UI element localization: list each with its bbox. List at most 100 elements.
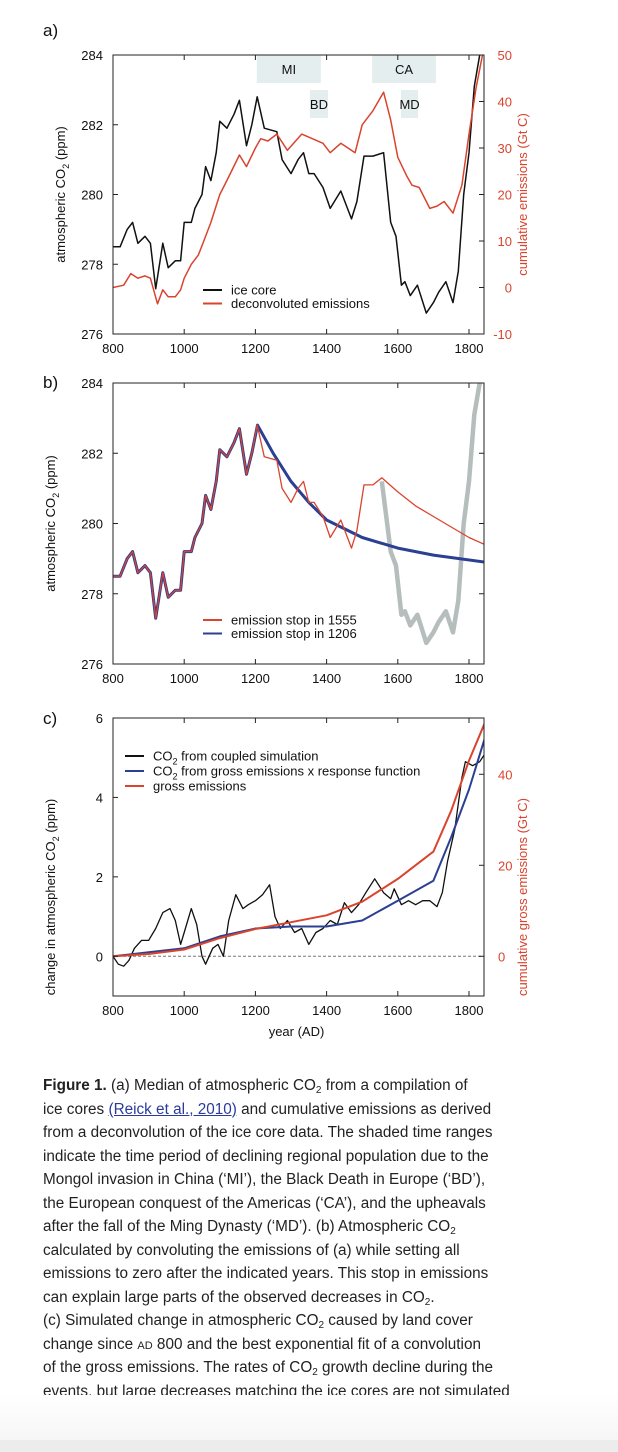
shaded-range-label: MI (282, 62, 296, 77)
caption-line: change since AD 800 and the best exponen… (43, 1333, 603, 1357)
caption-line: emissions to zero after the indicated ye… (43, 1262, 603, 1286)
caption-text: calculated by convoluting the emissions … (43, 1241, 460, 1259)
legend-label: emission stop in 1555 (231, 613, 357, 628)
chart-panel-c: c) 800 1000 1200 1400 1600 1800 0 2 4 6 0 20 40 cumula… (43, 709, 530, 1039)
y-axis-label: atmospheric CO2 (ppm) (43, 455, 61, 592)
y-tick-label: 280 (81, 188, 103, 203)
caption-text: can explain large parts of the observed … (43, 1288, 425, 1306)
chart-panel-b: b) 800 1000 1200 1400 1600 1800 276 278 280 282 284… (43, 373, 485, 686)
shaded-range-label: MD (399, 97, 419, 112)
y-right-tick-label: 20 (498, 188, 512, 203)
caption-text: 2 (312, 1367, 318, 1378)
series-line-emission-stop-in-1555 (113, 424, 484, 619)
caption-text: 800 and the best exponential fit of a co… (152, 1335, 481, 1353)
series-group (113, 383, 484, 646)
caption-text: growth decline during the (317, 1359, 493, 1376)
y-tick-label: 2 (96, 870, 103, 885)
caption-text: AD (137, 1339, 153, 1352)
y-right-tick-label: 50 (498, 48, 512, 63)
x-tick-label: 1400 (312, 1003, 341, 1018)
shaded-range-ca (372, 55, 436, 83)
y-tick-label: 276 (81, 657, 103, 672)
y-right-tick-label: 20 (498, 858, 512, 873)
x-tick-label: 1000 (170, 341, 199, 356)
caption-text: . (430, 1288, 435, 1306)
figure-caption: Figure 1. (a) Median of atmospheric CO2 … (43, 1074, 603, 1403)
y-tick-label: 276 (81, 327, 103, 342)
x-tick-label: 1600 (383, 671, 412, 686)
y-tick-label: 6 (96, 711, 103, 726)
caption-text: (c) Simulated change in atmospheric CO (43, 1312, 319, 1329)
x-tick-label: 1000 (170, 1003, 199, 1018)
legend-label: deconvoluted emissions (231, 296, 370, 311)
series-group (113, 55, 484, 314)
legend-label: emission stop in 1206 (231, 626, 357, 641)
caption-line: indicate the time period of declining re… (43, 1145, 603, 1169)
series-group (113, 722, 484, 967)
caption-line: calculated by convoluting the emissions … (43, 1239, 603, 1263)
caption-text: 2 (450, 1226, 456, 1237)
y-tick-label: 278 (81, 587, 103, 602)
x-tick-label: 800 (102, 671, 124, 686)
panel-label: b) (43, 373, 58, 392)
y-right-tick-label: 10 (498, 234, 512, 249)
x-tick-label: 1800 (455, 1003, 484, 1018)
caption-text: Mongol invasion in China (‘MI’), the Bla… (43, 1171, 486, 1188)
x-tick-label: 1800 (455, 671, 484, 686)
y-axis-right-label: cumulative emissions (Gt C) (515, 113, 530, 276)
caption-text: ice cores (43, 1100, 109, 1118)
x-tick-label: 1200 (241, 1003, 270, 1018)
caption-text: change since (43, 1335, 138, 1353)
caption-text: emissions to zero after the indicated ye… (43, 1265, 489, 1282)
caption-text: caused by land cover (324, 1312, 473, 1329)
x-axis-label: year (AD) (269, 1024, 325, 1039)
shaded-range-label: BD (310, 97, 328, 112)
caption-line: can explain large parts of the observed … (43, 1286, 603, 1310)
caption-text: the European conquest of the Americas (‘… (43, 1194, 486, 1212)
y-tick-label: 282 (81, 118, 103, 133)
shaded-range-mi (256, 55, 321, 83)
caption-line: Mongol invasion in China (‘MI’), the Bla… (43, 1168, 603, 1192)
shaded-range-label: CA (395, 62, 413, 77)
figure-number: Figure 1. (43, 1077, 107, 1094)
series-line-co2-from-gross-emissions-x-response-function (113, 737, 484, 958)
y-tick-label: 4 (96, 790, 103, 805)
x-tick-label: 800 (102, 341, 124, 356)
y-tick-label: 282 (81, 446, 103, 461)
shaded-range-bd (309, 90, 329, 118)
y-axis-label: atmospheric CO2 (ppm) (53, 126, 71, 263)
y-right-tick-label: 30 (498, 141, 512, 156)
x-tick-label: 1200 (241, 671, 270, 686)
x-tick-label: 1400 (312, 671, 341, 686)
x-tick-label: 1600 (383, 341, 412, 356)
plot-frame (112, 717, 485, 997)
series-line-ice-core (113, 55, 481, 314)
caption-text: and cumulative emissions as derived (236, 1100, 492, 1118)
series-line-deconvoluted-emissions (113, 55, 484, 305)
caption-line: after the fall of the Ming Dynasty (‘MD’… (43, 1215, 603, 1239)
caption-text: 2 (318, 1320, 325, 1331)
caption-text: indicate the time period of declining re… (43, 1147, 489, 1165)
x-tick-label: 1600 (383, 1003, 412, 1018)
y-tick-label: 280 (81, 517, 103, 532)
legend-label: CO2 from coupled simulation (153, 749, 318, 767)
caption-text: after the fall of the Ming Dynasty (‘MD’… (43, 1218, 451, 1235)
caption-line: from a deconvolution of the ice core dat… (43, 1121, 603, 1145)
panel-label: c) (43, 709, 57, 728)
series-line-ice-core-after-1555- (379, 383, 483, 646)
citation-link[interactable]: (Reick et al., 2010) (108, 1100, 237, 1118)
y-right-tick-label: 40 (498, 767, 512, 782)
y-right-tick-label: 0 (498, 949, 505, 964)
page-bottom-bar (0, 1440, 618, 1452)
y-tick-label: 284 (81, 376, 103, 391)
y-tick-label: 284 (81, 48, 103, 63)
caption-line: the European conquest of the Americas (‘… (43, 1192, 603, 1216)
legend-label: ice core (231, 283, 277, 298)
chart-panel-a: a) MI BD CA MD 800 1000 1200 1400 1600 1800 276 278 2… (43, 21, 530, 356)
caption-text: from a compilation of (321, 1077, 468, 1094)
x-tick-label: 1000 (170, 671, 199, 686)
